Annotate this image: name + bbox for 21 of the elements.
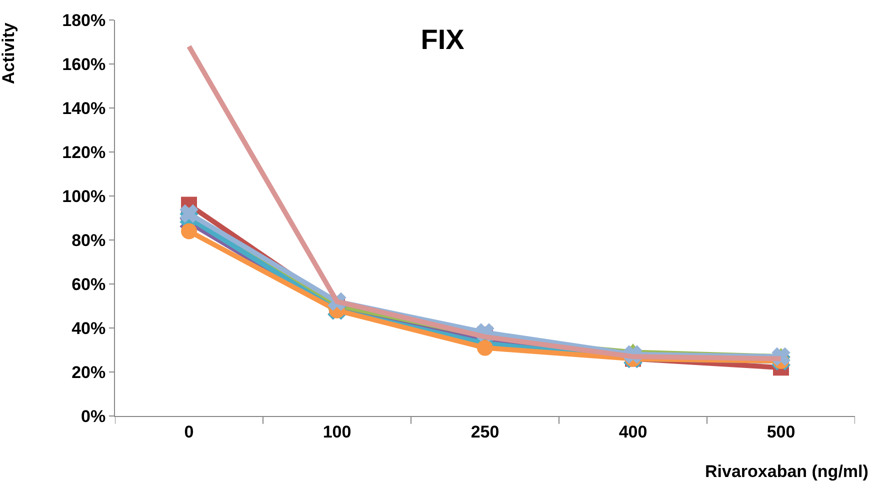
- chart-title: FIX: [420, 24, 465, 56]
- y-tick-label: 20%: [72, 362, 106, 382]
- y-tick-label: 100%: [62, 186, 106, 206]
- y-tick-label: 180%: [62, 10, 106, 30]
- x-tick-label: 250: [470, 422, 500, 442]
- y-tick-label: 60%: [72, 274, 106, 294]
- y-axis-title: Activity: [0, 22, 18, 84]
- x-tick-label: 100: [322, 422, 352, 442]
- point: [181, 223, 197, 240]
- y-tick-label: 160%: [62, 54, 106, 74]
- point: [180, 204, 198, 223]
- y-tick-label: 120%: [62, 142, 106, 162]
- y-tick-label: 0%: [81, 406, 106, 426]
- x-tick-label: 400: [618, 422, 648, 442]
- y-tick-label: 140%: [62, 98, 106, 118]
- x-axis-title: Rivaroxaban (ng/ml): [705, 462, 868, 481]
- point: [477, 340, 493, 356]
- x-tick-label: 0: [184, 422, 194, 442]
- x-tick-label: 500: [766, 422, 796, 442]
- y-tick-label: 80%: [72, 230, 106, 250]
- y-tick-label: 40%: [72, 318, 106, 338]
